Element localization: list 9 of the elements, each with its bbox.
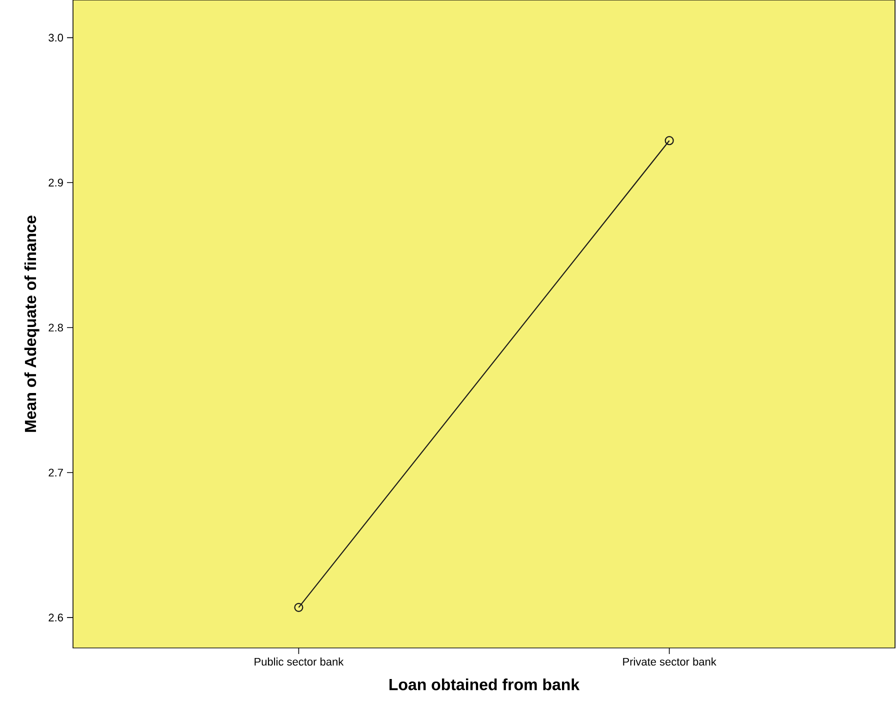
y-tick-label: 2.9 <box>48 178 63 187</box>
x-tick-label: Private sector bank <box>623 658 716 666</box>
y-tick-label: 2.6 <box>48 614 63 622</box>
x-axis-title: Loan obtained from bank <box>390 678 580 690</box>
x-tick-label: Public sector bank <box>254 658 344 666</box>
y-tick-label: 2.7 <box>48 468 63 476</box>
y-axis-title: Mean of Adequate of finance <box>24 216 40 432</box>
y-tick-label: 3.0 <box>48 34 64 42</box>
y-tick-label: 2.8 <box>48 324 63 332</box>
